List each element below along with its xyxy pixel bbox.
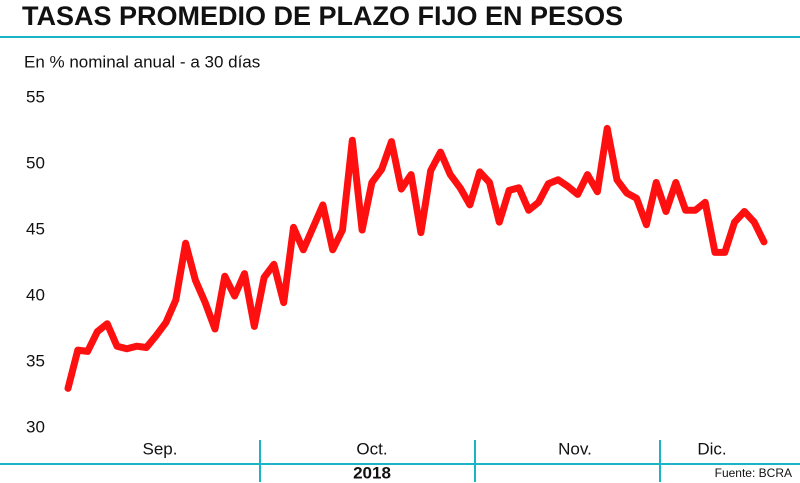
y-tick-label: 35 bbox=[26, 351, 45, 370]
month-label: Oct. bbox=[356, 439, 387, 458]
y-tick-label: 45 bbox=[26, 219, 45, 238]
y-tick-label: 40 bbox=[26, 285, 45, 304]
y-tick-label: 30 bbox=[26, 417, 45, 436]
month-label: Dic. bbox=[697, 439, 726, 458]
chart-title: TASAS PROMEDIO DE PLAZO FIJO EN PESOS bbox=[22, 1, 623, 31]
y-tick-label: 50 bbox=[26, 153, 45, 172]
source: Fuente: BCRA bbox=[715, 466, 792, 480]
year-label: 2018 bbox=[353, 463, 391, 482]
month-label: Nov. bbox=[558, 439, 592, 458]
subtitle: En % nominal anual - a 30 días bbox=[24, 52, 260, 71]
y-tick-label: 55 bbox=[26, 87, 45, 106]
month-label: Sep. bbox=[143, 439, 178, 458]
line-series bbox=[64, 124, 768, 392]
